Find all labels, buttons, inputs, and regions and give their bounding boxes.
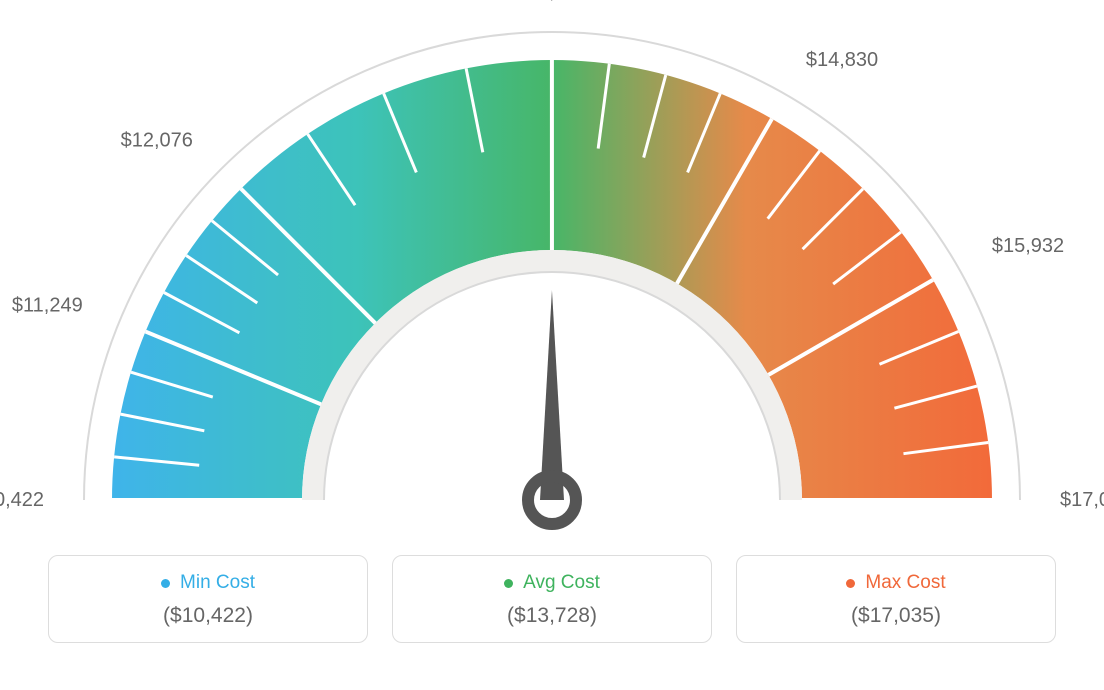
legend-value-max: ($17,035) [749,604,1043,628]
legend-card-avg: Avg Cost ($13,728) [392,555,712,643]
dot-icon [161,579,170,588]
tick-label: $13,728 [516,0,588,3]
tick-label: $12,076 [121,130,193,152]
gauge-svg: $10,422 $11,249 $12,076 $13,728 $14,830 $15,9… [0,0,1104,540]
legend-title-min: Min Cost [161,572,255,594]
legend-title-text: Max Cost [865,572,945,594]
legend-title-avg: Avg Cost [504,572,600,594]
tick-label: $15,932 [992,235,1064,257]
tick-label: $10,422 [0,489,44,511]
tick-label: $14,830 [806,49,878,71]
legend-value-min: ($10,422) [61,604,355,628]
legend-title-text: Min Cost [180,572,255,594]
legend-row: Min Cost ($10,422) Avg Cost ($13,728) Ma… [0,555,1104,643]
legend-title-text: Avg Cost [523,572,600,594]
legend-card-min: Min Cost ($10,422) [48,555,368,643]
tick-label: $17,035 [1060,489,1104,511]
legend-title-max: Max Cost [846,572,945,594]
tick-label: $11,249 [12,295,83,317]
legend-card-max: Max Cost ($17,035) [736,555,1056,643]
dot-icon [846,579,855,588]
gauge-container: $10,422 $11,249 $12,076 $13,728 $14,830 $15,9… [0,0,1104,540]
gauge-needle [540,290,564,500]
legend-value-avg: ($13,728) [405,604,699,628]
dot-icon [504,579,513,588]
